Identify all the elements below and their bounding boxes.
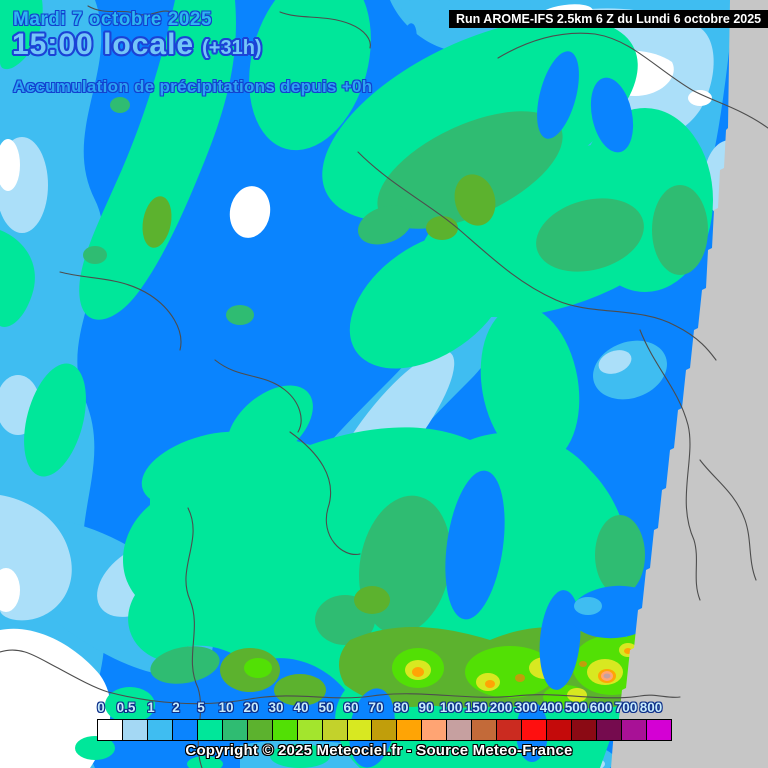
legend-swatch [347, 720, 373, 740]
legend-swatch [197, 720, 223, 740]
legend-swatch [147, 720, 173, 740]
legend-label: 40 [293, 700, 309, 715]
legend-swatch [297, 720, 323, 740]
legend-swatch [522, 720, 548, 740]
legend-label: 50 [318, 700, 334, 715]
date-label: Mardi 7 octobre 2025 [13, 9, 213, 30]
legend-label: 60 [343, 700, 359, 715]
legend-swatch [422, 720, 448, 740]
run-info-banner: Run AROME-IFS 2.5km 6 Z du Lundi 6 octob… [449, 10, 768, 28]
legend-swatch [597, 720, 623, 740]
legend-label: 100 [439, 700, 463, 715]
legend-label: 1 [147, 700, 155, 715]
rosy-core [603, 673, 611, 679]
legend-label: 300 [514, 700, 538, 715]
legend-label: 90 [418, 700, 434, 715]
legend-label: 400 [539, 700, 563, 715]
copyright-label: Copyright © 2025 Meteociel.fr - Source M… [185, 742, 573, 759]
legend-label: 5 [197, 700, 205, 715]
legend: 0 0.5 1 2 5 10 20 30 40 50 60 70 80 90 100 150 200 300 400… [97, 700, 672, 741]
legend-swatch [322, 720, 348, 740]
legend-label: 2 [172, 700, 180, 715]
legend-label: 200 [489, 700, 513, 715]
legend-swatch [172, 720, 198, 740]
legend-label: 600 [589, 700, 613, 715]
legend-labels: 0 0.5 1 2 5 10 20 30 40 50 60 70 80 90 100 150 200 300 400… [97, 700, 697, 716]
legend-label: 70 [368, 700, 384, 715]
legend-swatch [646, 720, 671, 740]
legend-label: 500 [564, 700, 588, 715]
legend-swatch [372, 720, 398, 740]
legend-bar [97, 719, 672, 741]
legend-label: 30 [268, 700, 284, 715]
legend-label: 0 [97, 700, 105, 715]
legend-swatch [272, 720, 298, 740]
legend-swatch [397, 720, 423, 740]
time-label: 15:00 locale [12, 28, 195, 61]
legend-swatch [447, 720, 473, 740]
legend-swatch [222, 720, 248, 740]
legend-swatch [497, 720, 523, 740]
legend-swatch [622, 720, 647, 740]
map-subtitle: Accumulation de précipitations depuis +0… [13, 77, 373, 96]
legend-swatch [122, 720, 148, 740]
blue-channels [339, 23, 660, 768]
time-row: 15:00 locale (+31h) [12, 28, 262, 62]
legend-swatch [247, 720, 273, 740]
legend-label: 700 [614, 700, 638, 715]
forecast-offset-label: (+31h) [202, 37, 262, 59]
legend-swatch [98, 720, 123, 740]
legend-swatch [572, 720, 598, 740]
cyan-accent [574, 597, 602, 615]
legend-swatch [547, 720, 573, 740]
legend-label: 80 [393, 700, 409, 715]
legend-label: 10 [218, 700, 234, 715]
no-data-region [611, 0, 768, 768]
dark-yellow-layer [515, 661, 587, 682]
legend-swatch [472, 720, 498, 740]
legend-label: 150 [464, 700, 488, 715]
legend-label: 0.5 [116, 700, 136, 715]
legend-label: 20 [243, 700, 259, 715]
legend-label: 800 [639, 700, 663, 715]
